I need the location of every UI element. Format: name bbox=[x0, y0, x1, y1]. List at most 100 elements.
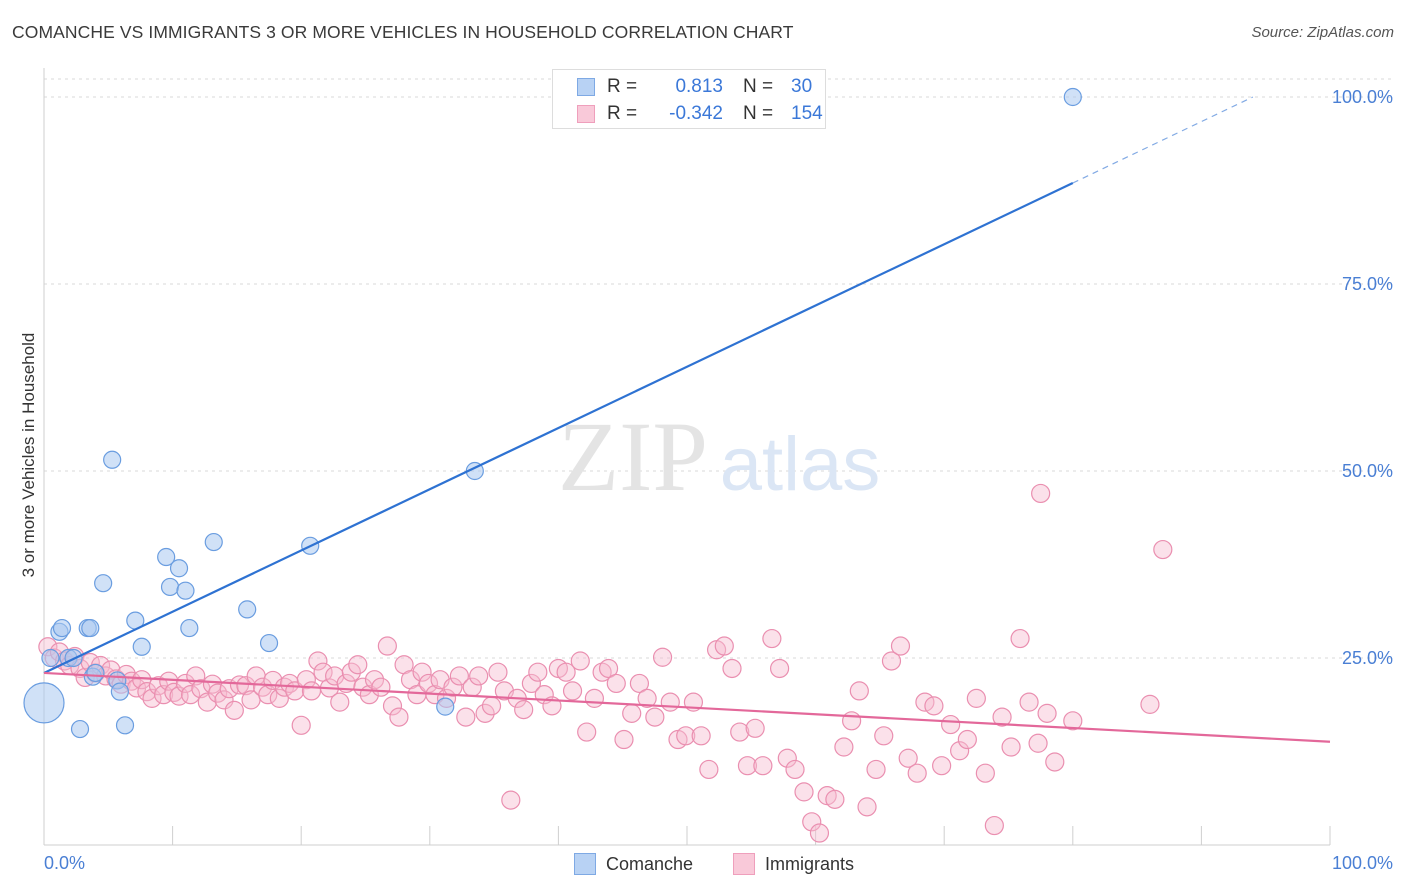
immigrants-point bbox=[528, 662, 548, 682]
immigrants-point bbox=[449, 666, 469, 686]
immigrants-point bbox=[181, 685, 201, 705]
immigrants-point bbox=[1045, 752, 1065, 772]
x-tick-label-1: 100.0% bbox=[1332, 853, 1393, 873]
comanche-point bbox=[81, 618, 100, 638]
immigrants-point bbox=[514, 700, 534, 720]
immigrants-point bbox=[737, 756, 758, 776]
comanche-point bbox=[157, 547, 176, 567]
immigrants-point bbox=[371, 677, 391, 697]
immigrants-point bbox=[730, 722, 750, 742]
immigrants-points bbox=[38, 483, 1173, 843]
y-tick-label-3: 100.0% bbox=[1332, 87, 1393, 107]
immigrants-point bbox=[308, 651, 328, 671]
immigrants-point bbox=[984, 815, 1004, 836]
legend-swatch-blue bbox=[577, 78, 595, 96]
immigrants-point bbox=[1063, 711, 1083, 731]
immigrants-point bbox=[898, 748, 918, 768]
immigrants-point bbox=[1010, 628, 1030, 649]
chart-title: COMANCHE VS IMMIGRANTS 3 OR MORE VEHICLE… bbox=[12, 22, 794, 42]
immigrants-point bbox=[1140, 694, 1160, 714]
immigrants-point bbox=[874, 726, 894, 746]
immigrants-point bbox=[714, 636, 734, 656]
immigrants-point bbox=[809, 823, 830, 843]
immigrants-point bbox=[481, 696, 502, 716]
comanche-trend-extension bbox=[1072, 96, 1254, 184]
comanche-point bbox=[160, 577, 180, 597]
immigrants-point bbox=[722, 658, 742, 679]
y-tick-label-2: 75.0% bbox=[1342, 274, 1393, 294]
x-tick-label-0: 0.0% bbox=[44, 853, 85, 873]
immigrants-trend-line bbox=[43, 671, 1331, 743]
immigrants-point bbox=[236, 676, 256, 696]
legend-n-label: N = bbox=[743, 103, 774, 124]
immigrants-point bbox=[364, 670, 385, 690]
immigrants-point bbox=[849, 681, 869, 701]
legend-swatch-pink bbox=[577, 105, 595, 123]
legend-n-label: N = bbox=[743, 76, 774, 97]
immigrants-point bbox=[214, 690, 234, 710]
watermark-atlas: atlas bbox=[720, 422, 881, 507]
series-swatch-blue bbox=[574, 853, 596, 875]
immigrants-point bbox=[175, 673, 196, 694]
watermark-zip: ZIP bbox=[558, 401, 708, 512]
immigrants-point bbox=[1037, 703, 1057, 723]
immigrants-point bbox=[881, 651, 902, 671]
immigrants-point bbox=[562, 681, 583, 701]
immigrants-point bbox=[443, 677, 463, 697]
comanche-point bbox=[103, 450, 122, 469]
immigrants-point bbox=[475, 703, 495, 723]
comanche-trend-line bbox=[43, 182, 1074, 674]
immigrants-point bbox=[753, 756, 773, 776]
y-tick-label-0: 25.0% bbox=[1342, 648, 1393, 668]
immigrants-point bbox=[637, 688, 657, 708]
comanche-point bbox=[436, 697, 455, 716]
immigrants-point bbox=[584, 688, 605, 708]
immigrants-point bbox=[932, 756, 952, 776]
immigrants-point bbox=[291, 715, 311, 735]
comanche-point bbox=[110, 682, 129, 701]
immigrants-point bbox=[301, 681, 322, 701]
legend-row-immigrants: R = -0.342 N = 154 bbox=[577, 102, 823, 126]
comanche-point bbox=[259, 633, 279, 653]
comanche-point bbox=[1063, 87, 1082, 107]
y-axis-title: 3 or more Vehicles in Household bbox=[19, 332, 38, 578]
comanche-point bbox=[180, 618, 199, 638]
immigrants-point bbox=[950, 741, 970, 761]
immigrants-point bbox=[762, 628, 782, 649]
axes bbox=[43, 68, 1331, 846]
comanche-point bbox=[115, 716, 135, 735]
immigrants-point bbox=[1153, 539, 1173, 560]
immigrants-point bbox=[556, 662, 576, 682]
grid-lines bbox=[44, 78, 1392, 659]
immigrants-point bbox=[777, 748, 797, 768]
immigrants-point bbox=[866, 759, 886, 780]
comanche-point bbox=[176, 581, 195, 600]
comanche-point bbox=[23, 682, 65, 724]
comanche-point bbox=[52, 618, 72, 638]
comanche-point bbox=[70, 719, 90, 739]
immigrants-point bbox=[456, 707, 476, 727]
immigrants-point bbox=[598, 658, 619, 679]
comanche-point bbox=[132, 637, 151, 656]
immigrants-point bbox=[645, 707, 665, 727]
series-name-immigrants: Immigrants bbox=[765, 853, 855, 874]
comanche-point bbox=[238, 600, 257, 619]
immigrants-point bbox=[676, 726, 696, 746]
series-name-comanche: Comanche bbox=[606, 853, 694, 874]
immigrants-point bbox=[412, 662, 432, 682]
immigrants-point bbox=[296, 670, 316, 690]
immigrants-point bbox=[842, 711, 862, 731]
immigrants-point bbox=[957, 729, 977, 750]
immigrants-point bbox=[794, 782, 814, 802]
legend-r-label: R = bbox=[607, 76, 638, 97]
immigrants-point bbox=[382, 696, 403, 716]
series-swatch-pink bbox=[733, 853, 755, 875]
immigrants-point bbox=[1019, 692, 1039, 712]
immigrants-point bbox=[857, 797, 877, 817]
immigrants-point bbox=[907, 763, 927, 783]
comanche-point bbox=[41, 648, 60, 668]
immigrants-point bbox=[488, 662, 508, 682]
immigrants-point bbox=[418, 673, 439, 694]
immigrants-point bbox=[622, 703, 642, 723]
